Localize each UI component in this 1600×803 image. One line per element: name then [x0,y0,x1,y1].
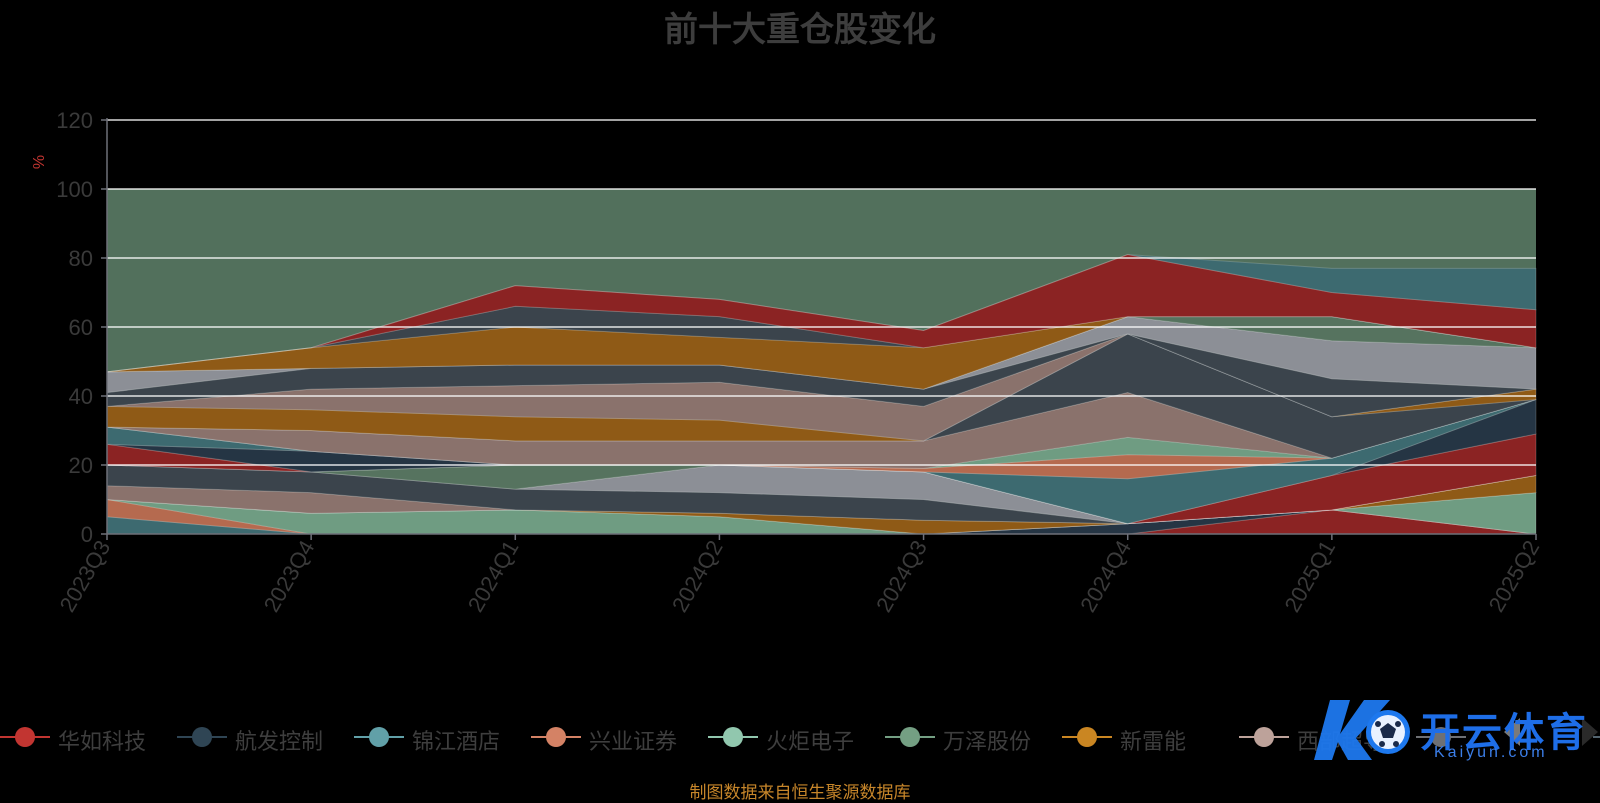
legend-next-arrow[interactable] [1582,718,1598,746]
legend-prev-arrow[interactable] [1504,718,1520,746]
watermark-text: 开云体育 [1420,711,1588,755]
y-tick-label: 40 [69,384,93,409]
legend-dot-icon [900,727,920,747]
stacked-area-chart: 0 20 40 60 80 100 120 2023Q3 2023Q4 2024Q1 2024Q2… [31,108,1545,616]
x-tick-label: 2024Q2 [667,536,728,616]
axes [101,118,1537,540]
legend-label: 锦江酒店 [412,729,501,754]
legend-label: 兴业证券 [589,729,678,754]
y-tick-label: 120 [56,108,93,133]
x-tick-label: 2023Q3 [55,536,116,616]
legend-dot-icon [369,727,389,747]
area-series-25 [106,254,1537,373]
source-note: 制图数据来自恒生聚源数据库 [689,783,911,802]
legend-dot-icon [546,727,566,747]
legend-dot-icon [15,727,35,747]
legend-label: 万泽股份 [943,729,1032,754]
y-axis-unit: % [31,155,48,169]
chart-title: 前十大重仓股变化 [664,11,936,49]
area-series-7 [106,474,1537,525]
x-tick-label: 2025Q1 [1279,536,1340,616]
x-tick-label: 2025Q2 [1484,536,1545,616]
legend: 华如科技航发控制锦江酒店兴业证券火炬电子万泽股份新雷能西部超导 [0,720,1600,754]
x-tick-label: 2023Q4 [259,536,320,616]
legend-label: 航发控制 [235,729,324,754]
y-tick-label: 20 [69,453,93,478]
y-tick-labels: 0 20 40 60 80 100 120 [56,108,93,547]
x-tick-label: 2024Q3 [871,536,932,616]
area-series-6 [106,474,1537,535]
legend-dot-icon [1254,727,1274,747]
legend-dot-icon [1431,727,1451,747]
watermark-subtext: Kaiyun.com [1434,744,1548,761]
watermark: 开云体育 Kaiyun.com [1312,694,1600,766]
legend-dot-icon [1077,727,1097,747]
gridlines [107,119,1536,466]
legend-dot-icon [723,727,743,747]
legend-label: 华如科技 [58,729,147,754]
y-tick-label: 100 [56,177,93,202]
y-tick-label: 80 [69,246,93,271]
y-tick-label: 60 [69,315,93,340]
x-tick-labels: 2023Q3 2023Q4 2024Q1 2024Q2 2024Q3 2024Q4 2025… [55,536,1545,616]
legend-label: 火炬电子 [766,729,855,754]
y-tick-label: 0 [81,522,93,547]
legend-dot-icon [192,727,212,747]
soccer-ball-logo-icon [1314,700,1410,760]
x-tick-label: 2024Q4 [1075,536,1136,616]
legend-label: 新雷能 [1120,729,1187,754]
x-tick-label: 2024Q1 [463,536,524,616]
area-series-26 [106,254,1537,373]
